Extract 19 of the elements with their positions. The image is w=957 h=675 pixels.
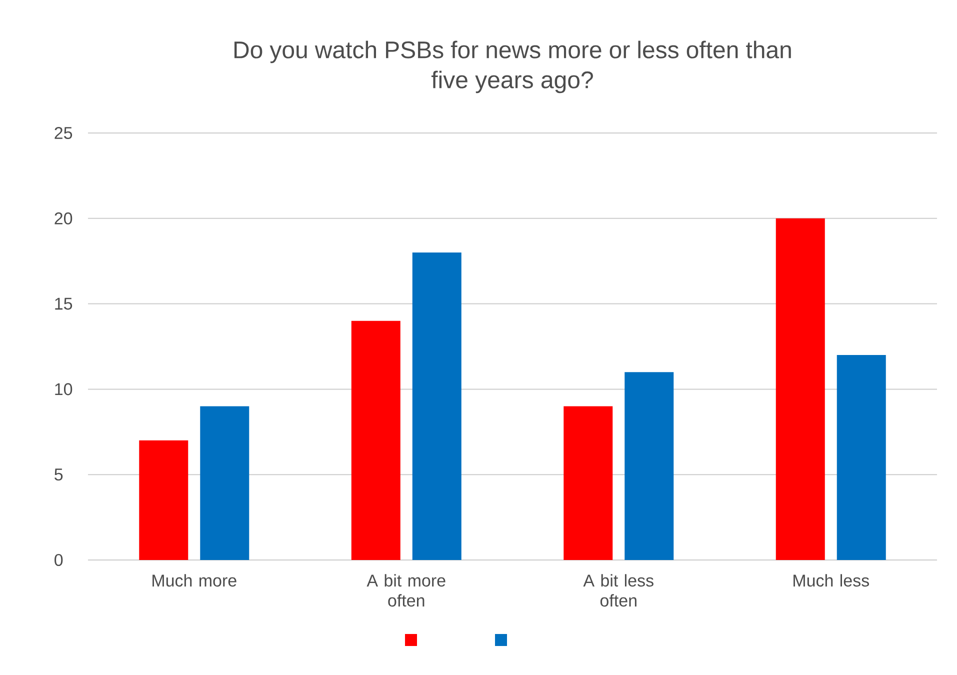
y-tick-label: 0 xyxy=(54,554,63,566)
bar xyxy=(412,252,462,560)
x-tick-label: Much more xyxy=(152,574,236,587)
y-tick-label: 15 xyxy=(55,298,72,310)
bar xyxy=(776,218,825,560)
y-tick-label: 10 xyxy=(55,383,72,396)
x-tick-label: A bit more often xyxy=(366,574,446,607)
bar xyxy=(836,355,886,560)
x-tick-label: Much less xyxy=(794,574,869,587)
bar xyxy=(139,440,188,560)
bar xyxy=(564,406,613,560)
bar xyxy=(200,406,250,560)
bar xyxy=(351,320,400,560)
bar xyxy=(624,372,674,560)
y-tick-label: 5 xyxy=(54,468,63,481)
y-tick-label: 20 xyxy=(54,212,72,224)
y-tick-label: 25 xyxy=(54,126,72,140)
chart-title: Do you watch PSBs for news more or less often than five years ago? xyxy=(234,40,791,94)
x-tick-label: A bit less often xyxy=(583,574,654,607)
